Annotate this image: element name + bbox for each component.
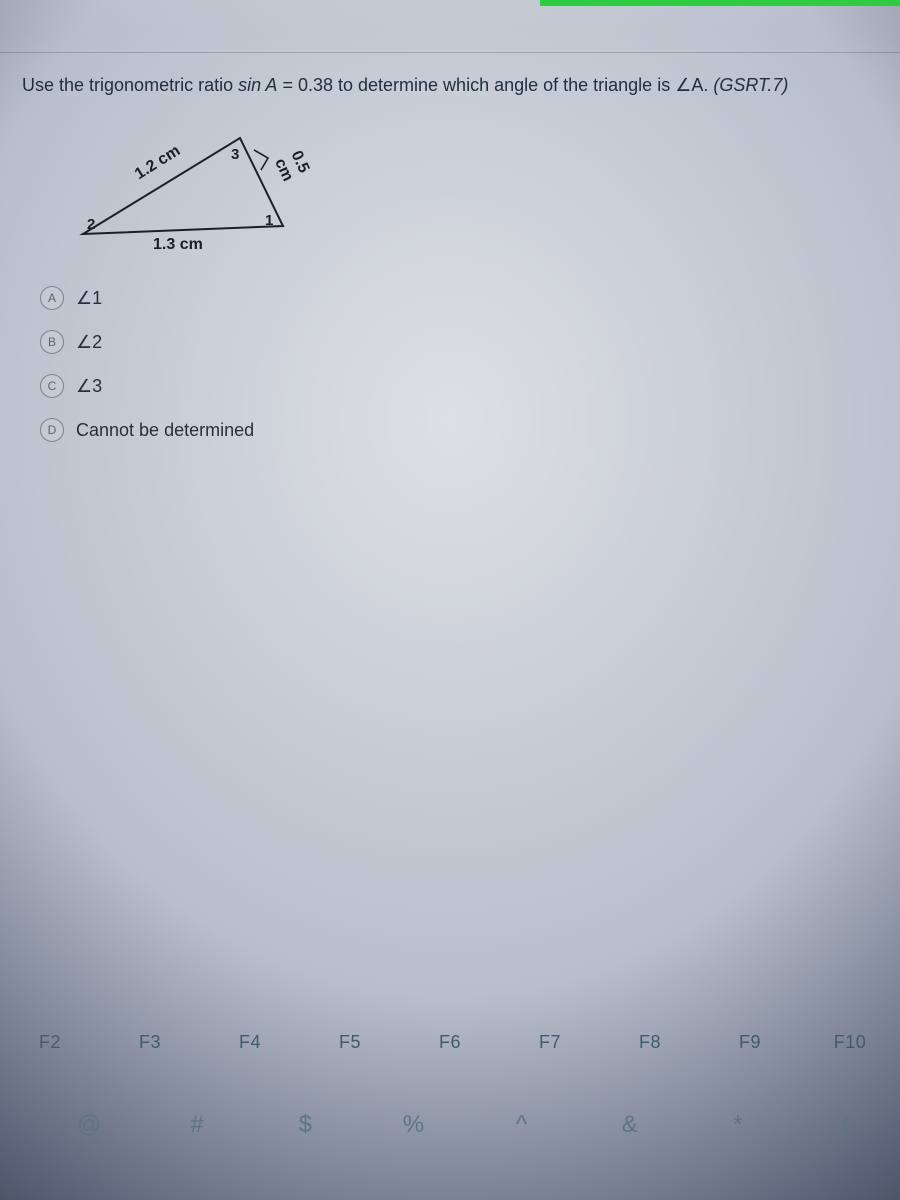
question-angle: ∠A — [675, 75, 703, 95]
key-symbol: % — [359, 1111, 467, 1139]
key-f4: F4 — [200, 1032, 300, 1053]
triangle-outline — [83, 138, 283, 234]
option-letter-a: A — [40, 286, 64, 310]
keyboard-fn-row: F2F3F4F5F6F7F8F9F10 — [0, 990, 900, 1053]
question-panel: Use the trigonometric ratio sin A = 0.38… — [0, 55, 900, 462]
key-symbol: ^ — [468, 1111, 576, 1139]
question-prefix: Use the trigonometric ratio — [22, 75, 238, 95]
option-letter-c: C — [40, 374, 64, 398]
key-f7: F7 — [500, 1032, 600, 1053]
vertex-label-3: 3 — [231, 146, 239, 163]
option-label-c: ∠3 — [76, 376, 102, 397]
keyboard-symbol-row: @#$%^&*( — [0, 1053, 900, 1139]
option-label-b: ∠2 — [76, 332, 102, 353]
key-symbol: @ — [35, 1111, 143, 1139]
option-d[interactable]: D Cannot be determined — [40, 418, 900, 442]
vertex-label-2: 2 — [87, 216, 95, 233]
progress-bar-green — [540, 0, 900, 6]
option-c[interactable]: C ∠3 — [40, 374, 900, 398]
key-f5: F5 — [300, 1032, 400, 1053]
option-a[interactable]: A ∠1 — [40, 286, 900, 310]
key-f6: F6 — [400, 1032, 500, 1053]
key-f2: F2 — [0, 1032, 100, 1053]
side-label-base: 1.3 cm — [153, 236, 203, 254]
key-symbol: * — [684, 1111, 792, 1139]
right-angle-marker — [254, 150, 268, 170]
option-b[interactable]: B ∠2 — [40, 330, 900, 354]
key-symbol: # — [143, 1111, 251, 1139]
question-prompt: Use the trigonometric ratio sin A = 0.38… — [22, 73, 878, 98]
content-panel-top-border — [0, 52, 900, 53]
key-f8: F8 — [600, 1032, 700, 1053]
answer-options: A ∠1 B ∠2 C ∠3 D Cannot be determined — [40, 286, 900, 442]
physical-keyboard: F2F3F4F5F6F7F8F9F10 @#$%^&*( — [0, 990, 900, 1200]
key-symbol: ( — [792, 1111, 900, 1139]
photo-of-screen: Use the trigonometric ratio sin A = 0.38… — [0, 0, 900, 1200]
key-f9: F9 — [700, 1032, 800, 1053]
key-symbol: $ — [251, 1111, 359, 1139]
triangle-figure: 1.2 cm 0.5 cm 1.3 cm 2 3 1 — [55, 126, 315, 256]
key-f3: F3 — [100, 1032, 200, 1053]
question-ratio: sin A — [238, 75, 277, 95]
question-suffix: . — [703, 75, 713, 95]
option-label-d: Cannot be determined — [76, 420, 254, 441]
question-standard: (GSRT.7) — [713, 75, 788, 95]
option-label-a: ∠1 — [76, 288, 102, 309]
option-letter-d: D — [40, 418, 64, 442]
question-eq: = 0.38 to determine which angle of the t… — [277, 75, 675, 95]
key-f10: F10 — [800, 1032, 900, 1053]
key-symbol: & — [576, 1111, 684, 1139]
vertex-label-1: 1 — [265, 212, 273, 229]
option-letter-b: B — [40, 330, 64, 354]
